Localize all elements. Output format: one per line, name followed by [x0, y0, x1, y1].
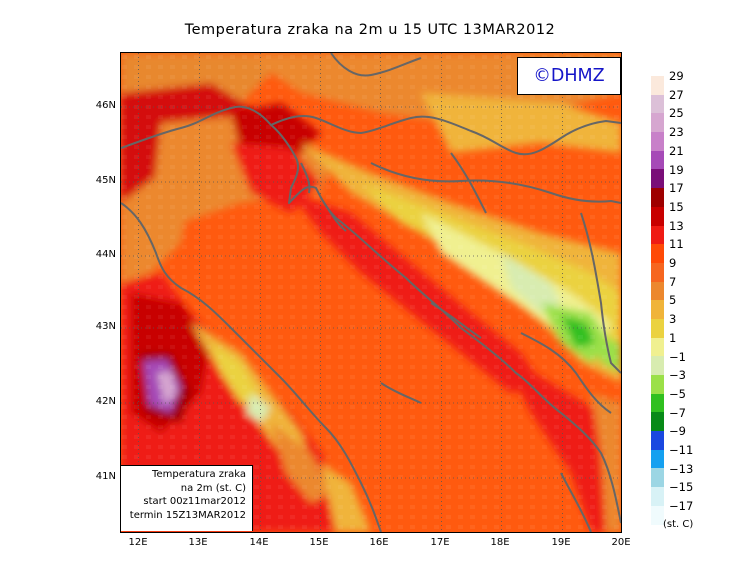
colorbar-tick-label: 13 [669, 218, 684, 233]
colorbar-swatch [651, 262, 664, 282]
colorbar-swatch [651, 393, 664, 413]
lat-label-42n: 42N [95, 396, 116, 407]
lat-lon-grid [121, 53, 621, 532]
dhmz-copyright: ©DHMZ [517, 57, 621, 95]
colorbar-tick-label: −11 [669, 443, 694, 457]
colorbar-tick-label: 25 [669, 106, 684, 121]
colorbar-tick-label: 5 [669, 293, 677, 308]
colorbar-tick-label: −7 [669, 405, 686, 420]
info-line-1: Temperatura zraka [152, 469, 246, 480]
colorbar-tick-label: −13 [669, 461, 694, 476]
colorbar-tick-label: −15 [669, 480, 694, 495]
run-info-box: Temperatura zraka na 2m (st. C) start 00… [121, 465, 253, 531]
colorbar-tick-label: 29 [669, 69, 684, 83]
colorbar-tick-label: −3 [669, 368, 686, 383]
colorbar-tick-label: 17 [669, 181, 684, 196]
colorbar-tick-label: −1 [669, 349, 686, 364]
colorbar-tick-label: 21 [669, 143, 684, 158]
lon-label-12e: 12E [128, 537, 148, 548]
lon-label-18e: 18E [490, 537, 510, 548]
colorbar-swatch [651, 206, 664, 226]
colorbar-swatch [651, 300, 664, 319]
lat-label-41n: 41N [95, 471, 116, 482]
colorbar-swatch [651, 337, 664, 357]
colorbar-unit: (st. C) [663, 519, 694, 530]
colorbar-swatch [651, 431, 664, 450]
colorbar-swatch [651, 318, 664, 338]
colorbar-swatch [651, 412, 664, 432]
colorbar-swatch [651, 225, 664, 245]
colorbar-swatch [651, 487, 664, 506]
colorbar-swatch [651, 505, 664, 525]
map-title: Temperatura zraka na 2m u 15 UTC 13MAR20… [184, 22, 556, 38]
lon-label-13e: 13E [188, 537, 208, 548]
colorbar-tick-label: 15 [669, 199, 684, 214]
info-line-3: start 00z11mar2012 [143, 496, 246, 507]
colorbar-tick-label: 3 [669, 312, 677, 327]
lon-label-15e: 15E [309, 537, 329, 548]
colorbar-tick-label: 19 [669, 162, 684, 177]
colorbar-swatch [651, 188, 664, 207]
lat-label-45n: 45N [95, 175, 116, 186]
colorbar-tick-label: 9 [669, 256, 677, 270]
colorbar-swatch [651, 132, 664, 151]
colorbar-swatch [651, 76, 664, 95]
coastlines-and-borders [121, 53, 621, 532]
colorbar-swatch [651, 356, 664, 375]
lon-label-20e: 20E [611, 537, 631, 548]
colorbar-swatch [651, 244, 664, 263]
lat-label-46n: 46N [95, 100, 116, 111]
map-canvas [121, 53, 621, 532]
colorbar-swatch [651, 375, 664, 394]
colorbar-swatch [651, 150, 664, 170]
colorbar-tick-label: 11 [669, 237, 684, 252]
lon-label-19e: 19E [551, 537, 571, 548]
colorbar-tick-label: 1 [669, 330, 677, 345]
temperature-colorbar [651, 76, 664, 525]
colorbar-tick-label: −17 [669, 499, 694, 514]
colorbar-swatch [651, 449, 664, 469]
temperature-map: ©DHMZ Temperatura zraka na 2m (st. C) st… [120, 52, 622, 533]
info-line-4: termin 15Z13MAR2012 [129, 509, 246, 521]
colorbar-swatch [651, 468, 664, 488]
colorbar-tick-label: 27 [669, 87, 684, 102]
lat-label-43n: 43N [95, 321, 116, 332]
colorbar-swatch [651, 169, 664, 189]
lat-label-44n: 44N [95, 249, 116, 260]
lon-label-14e: 14E [249, 537, 269, 548]
lon-label-16e: 16E [369, 537, 389, 548]
colorbar-swatch [651, 94, 664, 114]
colorbar-swatch [651, 281, 664, 301]
lon-label-17e: 17E [430, 537, 450, 548]
info-line-2: na 2m (st. C) [180, 482, 246, 494]
colorbar-tick-label: 23 [669, 125, 684, 140]
colorbar-tick-label: −9 [669, 424, 686, 439]
colorbar-tick-label: 7 [669, 274, 677, 289]
colorbar-swatch [651, 113, 664, 133]
colorbar-tick-label: −5 [669, 386, 686, 401]
